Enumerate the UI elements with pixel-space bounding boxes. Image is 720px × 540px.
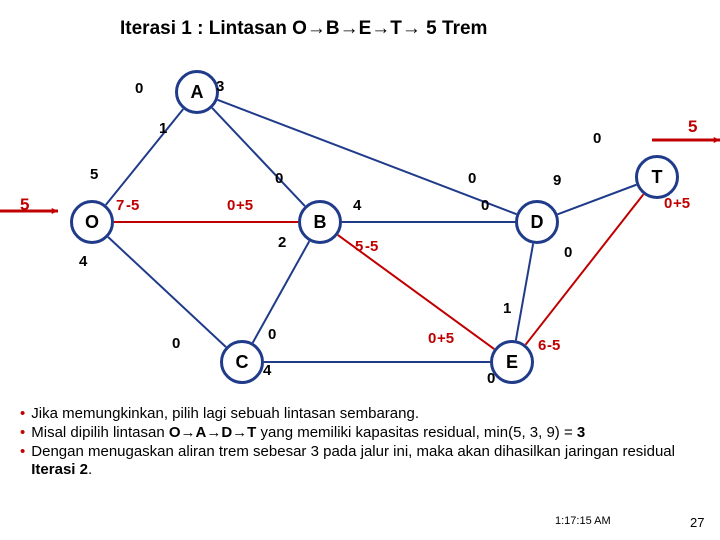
edge-label: +5 (673, 195, 690, 212)
edge (516, 244, 533, 341)
note-item: • Misal dipilih lintasan O→A→D→T yang mem… (20, 424, 700, 443)
edge-label: 3 (216, 78, 224, 95)
edge-label: 0 (481, 197, 489, 214)
node-A: A (175, 70, 219, 114)
edge-label: +5 (437, 330, 454, 347)
edge (253, 241, 310, 343)
edge-label: 6 (538, 337, 546, 354)
note-item: • Jika memungkinkan, pilih lagi sebuah li… (20, 405, 700, 424)
edge-label: 2 (278, 234, 286, 251)
edge-label: -5 (547, 337, 560, 354)
node-O: O (70, 200, 114, 244)
edge-label: 0 (487, 370, 495, 387)
node-T: T (635, 155, 679, 199)
edge-label: 5 (20, 195, 29, 215)
edge-label: 0 (428, 330, 436, 347)
bullet-icon: • (20, 443, 25, 462)
edge-label: 0 (172, 335, 180, 352)
edge (106, 109, 183, 205)
edge-label: 1 (159, 120, 167, 137)
edge-label: 7 (116, 197, 124, 214)
edge-label: 0 (564, 244, 572, 261)
edge-label: 4 (79, 253, 87, 270)
edge-label: 0 (593, 130, 601, 147)
note-text: Jika memungkinkan, pilih lagi sebuah lin… (31, 405, 419, 424)
footer-time: 1:17:15 AM (555, 515, 611, 527)
node-D: D (515, 200, 559, 244)
note-text: Dengan menugaskan aliran trem sebesar 3 … (31, 443, 700, 481)
note-item: • Dengan menugaskan aliran trem sebesar 3… (20, 443, 700, 481)
edge (558, 185, 637, 215)
edge-label: 0 (468, 170, 476, 187)
edge-label: 5 (90, 166, 98, 183)
node-C: C (220, 340, 264, 384)
edge-label: 9 (553, 172, 561, 189)
edge-label: 0 (227, 197, 235, 214)
edge-label: -5 (126, 197, 139, 214)
node-B: B (298, 200, 342, 244)
bullet-icon: • (20, 424, 25, 443)
edge-label: +5 (236, 197, 253, 214)
edge (108, 237, 226, 347)
arrowhead-icon (52, 208, 58, 214)
bullet-icon: • (20, 405, 25, 424)
edge (212, 108, 305, 206)
node-E: E (490, 340, 534, 384)
edge-label: 4 (353, 197, 361, 214)
edge-label: 0 (268, 326, 276, 343)
edge-label: 1 (503, 300, 511, 317)
edge (218, 100, 517, 214)
edge-label: -5 (365, 238, 378, 255)
notes-list: • Jika memungkinkan, pilih lagi sebuah li… (20, 405, 700, 480)
footer-page: 27 (690, 515, 704, 530)
edge-label: 0 (664, 195, 672, 212)
edge-label: 0 (275, 170, 283, 187)
edge-label: 5 (355, 238, 363, 255)
edge-label: 4 (263, 362, 271, 379)
note-text: Misal dipilih lintasan O→A→D→T yang memi… (31, 424, 585, 443)
arrowhead-icon (714, 137, 720, 143)
edge-label: 0 (135, 80, 143, 97)
edge-label: 5 (688, 117, 697, 137)
